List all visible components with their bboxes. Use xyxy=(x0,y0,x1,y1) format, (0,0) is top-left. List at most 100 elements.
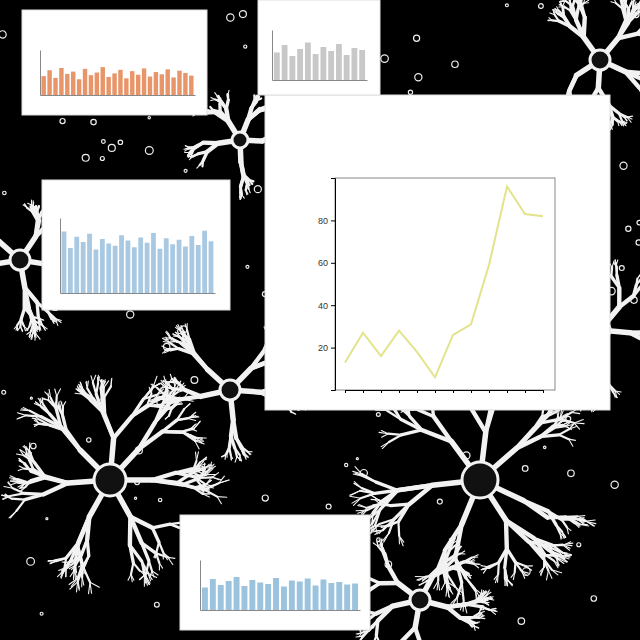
canvas: 20406080 xyxy=(0,0,640,640)
dendrite xyxy=(24,326,27,329)
dendrite xyxy=(523,501,548,512)
dendrite xyxy=(242,447,247,451)
dendrite xyxy=(572,412,580,413)
dendrite xyxy=(389,435,401,442)
dendrite xyxy=(563,425,568,428)
dendrite xyxy=(507,580,512,586)
dendrite xyxy=(505,549,507,568)
dendrite xyxy=(178,337,187,341)
dendrite xyxy=(637,34,640,36)
dendrite xyxy=(577,518,584,520)
dendrite xyxy=(156,542,159,552)
dendrite xyxy=(34,324,36,329)
dendrite xyxy=(240,455,242,461)
dendrite xyxy=(504,520,509,548)
dendrite xyxy=(64,558,66,570)
dendrite xyxy=(156,553,159,563)
dendrite xyxy=(633,5,639,11)
dendrite xyxy=(43,398,49,400)
dendrite xyxy=(505,567,507,579)
dendrite xyxy=(633,0,635,2)
dendrite xyxy=(48,312,55,319)
dendrite xyxy=(399,536,403,546)
dendrite xyxy=(166,381,171,382)
dendrite xyxy=(200,457,207,462)
dendrite xyxy=(630,330,640,335)
dendrite xyxy=(90,582,99,587)
dendrite xyxy=(167,331,170,338)
dendrite xyxy=(624,1,628,9)
dendrite xyxy=(448,583,451,592)
dendrite xyxy=(475,589,480,597)
dendrite xyxy=(388,522,398,527)
dendrite xyxy=(471,409,485,433)
dendrite xyxy=(191,424,197,429)
dendrite xyxy=(577,0,580,6)
dendrite xyxy=(578,0,581,5)
dendrite xyxy=(84,556,88,566)
dendrite xyxy=(39,318,44,320)
dendrite xyxy=(633,0,635,2)
dendrite xyxy=(611,125,613,130)
dendrite xyxy=(196,452,198,461)
dendrite xyxy=(166,396,181,400)
dendrite xyxy=(24,464,31,472)
dendrite xyxy=(487,596,491,598)
dendrite xyxy=(58,407,63,416)
dendrite xyxy=(580,6,584,17)
dendrite xyxy=(130,517,141,543)
dendrite xyxy=(131,574,132,582)
dendrite xyxy=(34,324,36,330)
dendrite xyxy=(152,571,158,575)
dendrite xyxy=(227,447,229,453)
dendrite xyxy=(177,483,193,488)
dendrite xyxy=(612,117,617,122)
dendrite xyxy=(629,3,632,10)
dendrite xyxy=(497,562,500,574)
dendrite xyxy=(84,556,89,566)
dendrite xyxy=(559,5,564,7)
dendrite xyxy=(212,477,221,479)
dendrite xyxy=(159,410,163,414)
dendrite xyxy=(45,476,68,483)
dendrite xyxy=(483,567,487,573)
dendrite xyxy=(391,504,410,505)
dendrite xyxy=(152,528,159,542)
dendrite xyxy=(580,5,584,17)
dendrite xyxy=(549,18,552,21)
dendrite xyxy=(563,422,569,425)
dendrite xyxy=(401,628,415,640)
dendrite xyxy=(142,561,145,576)
dendrite xyxy=(570,4,572,11)
dendrite xyxy=(410,417,422,430)
dendrite xyxy=(171,381,178,384)
dendrite xyxy=(212,473,218,478)
dendrite xyxy=(514,562,517,572)
dendrite xyxy=(30,206,32,212)
dendrite xyxy=(87,540,89,556)
dendrite xyxy=(367,504,381,511)
dendrite xyxy=(376,482,397,490)
dendrite xyxy=(574,0,581,5)
dendrite xyxy=(438,581,439,590)
dendrite xyxy=(20,327,22,332)
dendrite xyxy=(172,399,180,408)
dendrite xyxy=(162,420,177,432)
dendrite xyxy=(571,517,577,520)
dendrite xyxy=(20,327,22,331)
dendrite xyxy=(178,383,185,390)
dendrite xyxy=(170,524,179,528)
dendrite xyxy=(474,626,479,628)
dendrite xyxy=(128,574,131,580)
dendrite xyxy=(63,402,66,407)
dendrite xyxy=(203,493,211,494)
dendrite xyxy=(133,563,139,571)
dendrite xyxy=(195,440,204,442)
dendrite xyxy=(168,557,175,558)
dendrite xyxy=(559,435,569,439)
dendrite xyxy=(540,435,559,437)
dendrite xyxy=(152,524,170,528)
dendrite xyxy=(358,505,367,507)
dendrite xyxy=(33,327,35,333)
dendrite xyxy=(639,4,640,6)
